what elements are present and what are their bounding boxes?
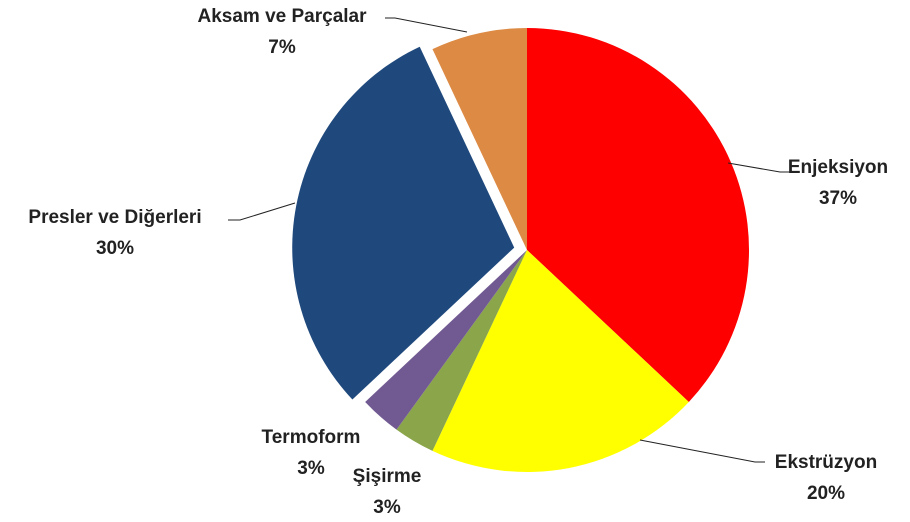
slice-label: Ekstrüzyon	[775, 452, 877, 473]
slice-value-label: 30%	[96, 238, 134, 259]
leader-line	[228, 202, 296, 221]
slice-value-label: 3%	[373, 497, 401, 518]
slice-value-label: 20%	[807, 483, 845, 504]
leader-line	[639, 439, 765, 463]
leader-line	[727, 162, 790, 173]
pie-slice	[527, 28, 750, 402]
slice-label: Enjeksiyon	[788, 157, 888, 178]
slice-value-label: 3%	[297, 458, 325, 479]
slice-label: Aksam ve Parçalar	[197, 6, 367, 27]
pie-slice	[396, 250, 527, 451]
pie-slice	[432, 28, 527, 250]
slice-label: Şişirme	[353, 466, 422, 487]
pie-slice	[365, 250, 527, 430]
slice-label: Termoform	[262, 427, 361, 448]
slice-value-label: 7%	[268, 37, 296, 58]
pie-slice	[432, 250, 689, 472]
slice-value-label: 37%	[819, 188, 857, 209]
pie-slice	[292, 46, 515, 400]
leader-line	[385, 17, 468, 33]
slice-label: Presler ve Diğerleri	[28, 207, 201, 228]
